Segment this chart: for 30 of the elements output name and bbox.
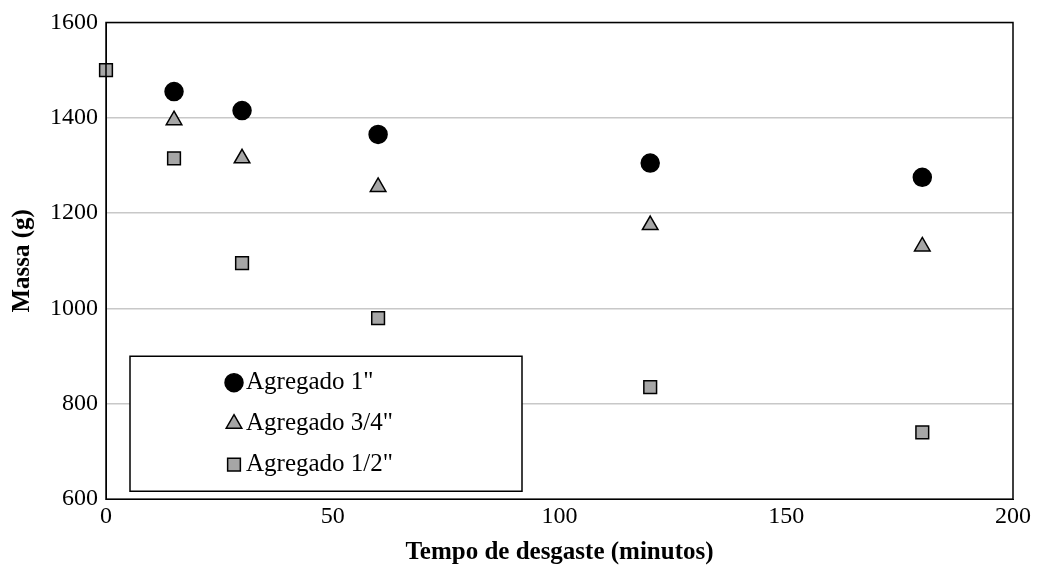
x-tick-label: 100 [541, 501, 578, 528]
point [641, 215, 659, 231]
x-tick-label: 200 [995, 501, 1031, 528]
y-axis-title: Massa (g) [7, 209, 36, 313]
point [643, 380, 658, 395]
point [233, 148, 251, 164]
legend-label: Agregado 3/4" [246, 408, 393, 436]
point [370, 310, 386, 326]
point [369, 177, 387, 193]
y-tick-label: 1600 [50, 7, 98, 34]
point [640, 153, 660, 173]
point [915, 425, 930, 440]
legend-label: Agregado 1" [246, 367, 374, 395]
point [368, 124, 388, 145]
point [234, 256, 250, 271]
point [232, 100, 252, 121]
x-tick-label: 150 [768, 501, 805, 528]
point [166, 151, 182, 166]
y-tick-label: 600 [62, 484, 98, 511]
x-tick-label: 0 [100, 501, 112, 528]
y-tick-label: 1400 [50, 103, 98, 130]
x-tick-label: 50 [320, 501, 345, 528]
y-tick-label: 800 [62, 389, 98, 416]
x-axis-title: Tempo de desgaste (minutos) [405, 537, 714, 566]
y-tick-label: 1200 [50, 198, 98, 225]
point [912, 167, 933, 188]
point [165, 110, 183, 126]
y-tick-label: 1000 [50, 293, 98, 320]
legend-label: Agregado 1/2" [246, 449, 393, 477]
point [164, 81, 184, 102]
